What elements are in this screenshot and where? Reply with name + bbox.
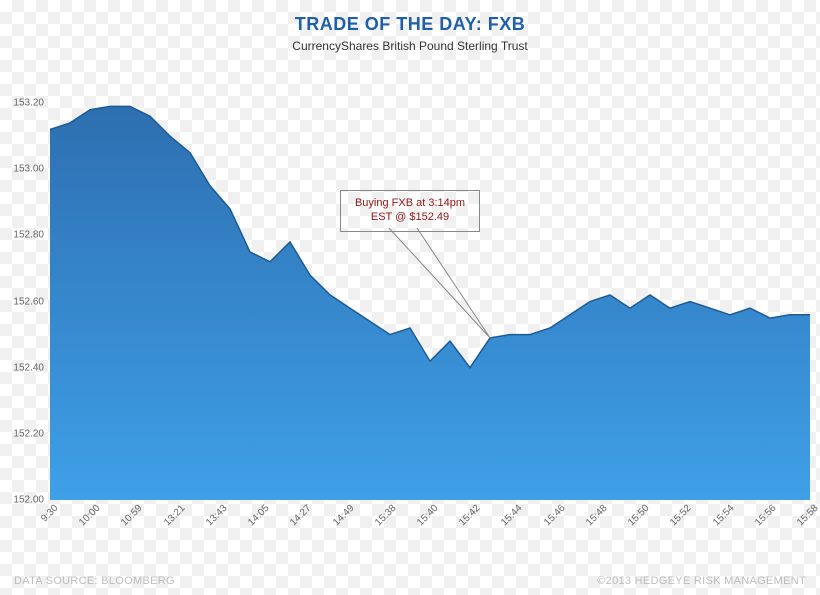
y-tick-label: 152.80 [13,230,50,241]
y-tick-label: 152.60 [13,296,50,307]
x-tick-label: 15:40 [415,503,440,528]
x-tick-label: 14:05 [246,503,271,528]
x-tick-label: 14:49 [331,503,356,528]
footer-copyright: ©2013 HEDGEYE RISK MANAGEMENT [597,575,806,587]
x-tick-label: 10:59 [120,503,145,528]
chart-title: TRADE OF THE DAY: FXB [0,0,820,35]
callout-line-1: Buying FXB at 3:14pm [351,197,469,211]
x-tick-label: 15:52 [668,503,693,528]
x-tick-label: 15:50 [626,503,651,528]
chart-container: TRADE OF THE DAY: FXB CurrencyShares Bri… [0,0,820,595]
chart-subtitle: CurrencyShares British Pound Sterling Tr… [0,39,820,53]
y-tick-label: 153.00 [13,164,50,175]
callout-box: Buying FXB at 3:14pm EST @ $152.49 [340,190,480,232]
x-tick-label: 15:58 [795,503,820,528]
x-tick-label: 15:56 [753,503,778,528]
x-tick-label: 9:30 [39,503,61,525]
x-tick-label: 14:27 [288,503,313,528]
x-tick-label: 10:00 [77,503,102,528]
plot-area: 152.00152.20152.40152.60152.80153.00153.… [50,70,810,500]
y-tick-label: 153.20 [13,98,50,109]
annotation-callout: Buying FXB at 3:14pm EST @ $152.49 [340,190,480,232]
x-tick-label: 15:48 [584,503,609,528]
callout-pointer [389,228,490,338]
x-tick-label: 15:42 [457,503,482,528]
y-tick-label: 152.20 [13,428,50,439]
x-tick-label: 15:54 [711,503,736,528]
x-tick-label: 13:43 [204,503,229,528]
y-tick-label: 152.40 [13,362,50,373]
x-tick-label: 15:46 [542,503,567,528]
footer-source: DATA SOURCE: BLOOMBERG [14,575,175,587]
x-tick-label: 13:21 [162,503,187,528]
x-tick-label: 15:38 [373,503,398,528]
area-chart-svg [50,70,810,500]
x-tick-label: 15:44 [500,503,525,528]
callout-line-2: EST @ $152.49 [351,211,469,225]
y-tick-label: 152.00 [13,495,50,506]
